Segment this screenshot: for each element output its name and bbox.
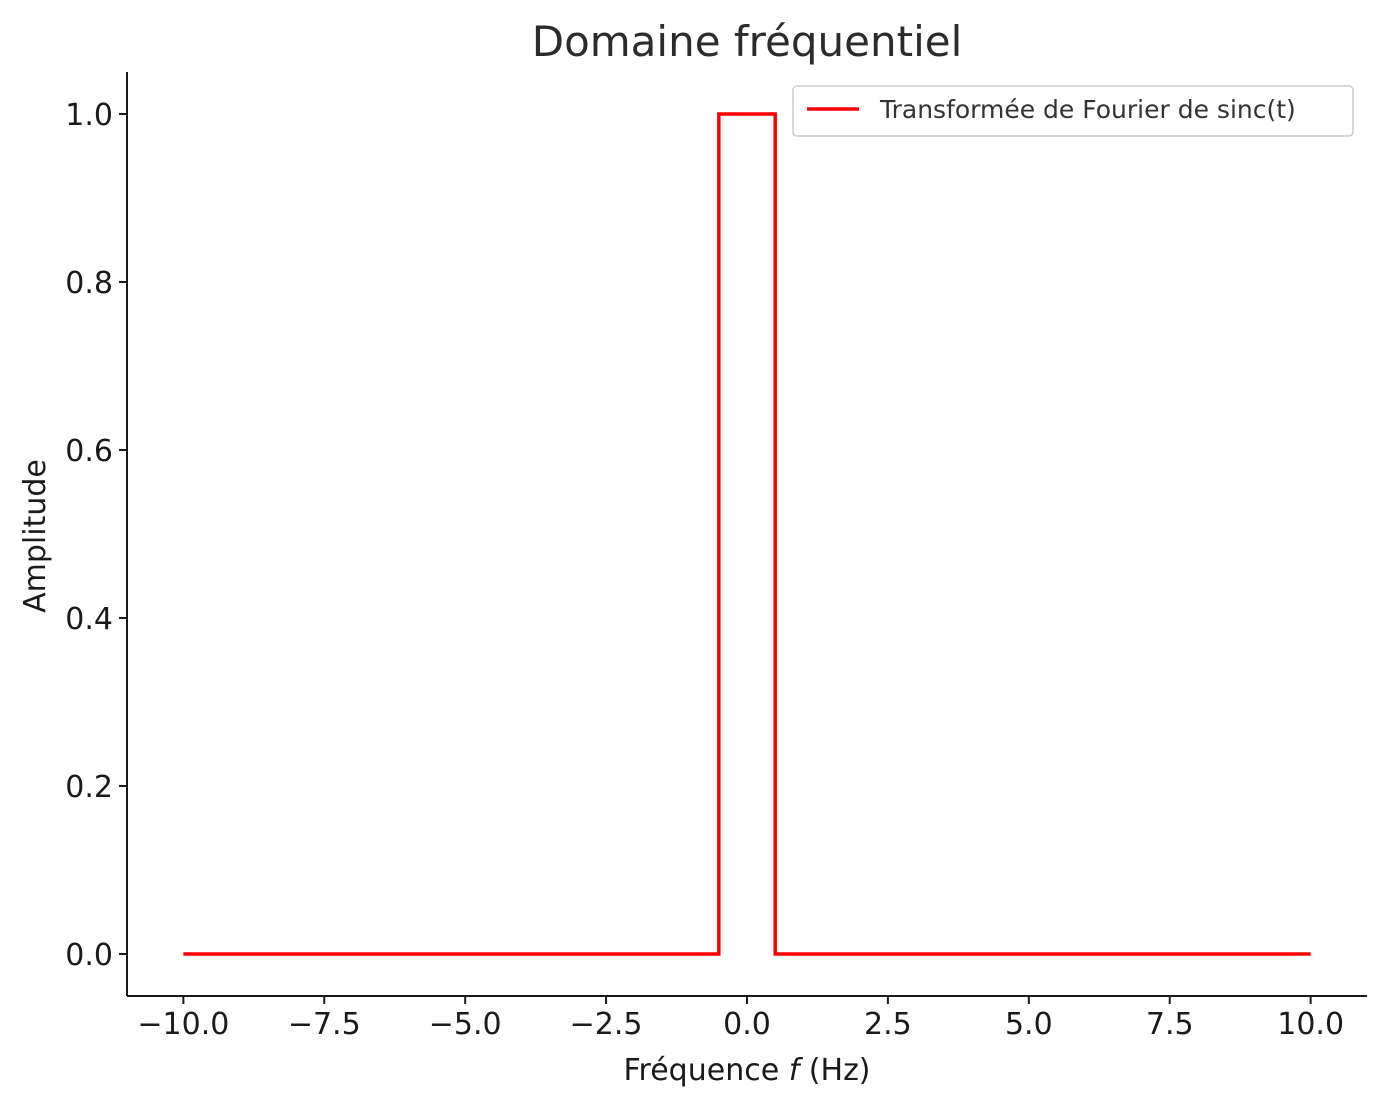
y-tick-label: 0.4 (65, 602, 113, 637)
chart-title: Domaine fréquentiel (532, 17, 963, 66)
y-axis-label: Amplitude (18, 459, 53, 613)
x-tick-label: −2.5 (570, 1007, 643, 1042)
y-tick-label: 1.0 (65, 98, 113, 133)
x-tick-label: 2.5 (864, 1007, 912, 1042)
y-tick-label: 0.0 (65, 938, 113, 973)
x-tick-label: 10.0 (1277, 1007, 1344, 1042)
series-line (183, 112, 1311, 956)
x-tick-label: 0.0 (723, 1007, 771, 1042)
x-ticks: −10.0 −7.5 −5.0 −2.5 0.0 2.5 5.0 7.5 10.0 (137, 996, 1344, 1042)
y-tick-label: 0.8 (65, 266, 113, 301)
x-tick-label: 7.5 (1146, 1007, 1194, 1042)
y-ticks: 0.0 0.2 0.4 0.6 0.8 1.0 (65, 98, 127, 973)
legend-label: Transformée de Fourier de sinc(t) (879, 95, 1296, 124)
y-tick-label: 0.6 (65, 434, 113, 469)
y-tick-label: 0.2 (65, 770, 113, 805)
x-tick-label: 5.0 (1005, 1007, 1053, 1042)
x-tick-label: −5.0 (429, 1007, 502, 1042)
x-tick-label: −10.0 (137, 1007, 229, 1042)
x-tick-label: −7.5 (288, 1007, 361, 1042)
series-layer (183, 112, 1311, 956)
x-axis-label-suffix: (Hz) (799, 1053, 870, 1088)
legend-box (792, 85, 1354, 137)
legend: Transformée de Fourier de sinc(t) (792, 85, 1354, 137)
x-axis-label: Fréquence f (Hz) (623, 1053, 870, 1088)
x-axis-label-prefix: Fréquence (623, 1053, 788, 1088)
